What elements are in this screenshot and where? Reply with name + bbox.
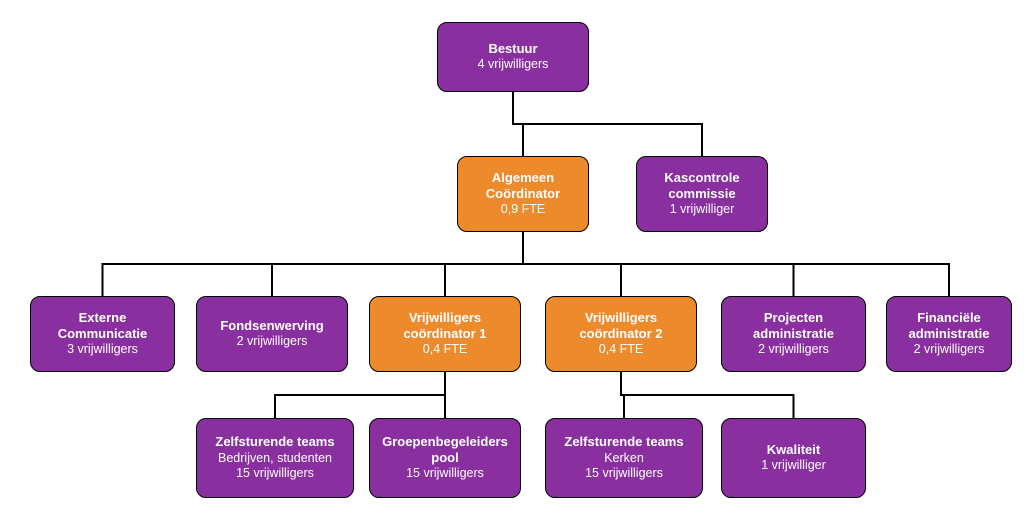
node-title: Bestuur <box>488 41 537 57</box>
node-kwaliteit: Kwaliteit1 vrijwilliger <box>721 418 866 498</box>
node-title: Financiële administratie <box>893 310 1005 343</box>
node-coord2: Vrijwilligers coördinator 20,4 FTE <box>545 296 697 372</box>
node-projecten: Projecten administratie2 vrijwilligers <box>721 296 866 372</box>
node-sub: Kerken <box>604 451 644 467</box>
node-groepen: Groepenbegeleiders pool15 vrijwilligers <box>369 418 521 498</box>
node-title: Fondsenwerving <box>220 318 323 334</box>
node-title: Projecten administratie <box>728 310 859 343</box>
node-sub: 0,4 FTE <box>423 342 467 358</box>
node-externe: Externe Communicatie3 vrijwilligers <box>30 296 175 372</box>
node-kascontrole: Kascontrole commissie1 vrijwilliger <box>636 156 768 232</box>
node-title: Externe Communicatie <box>37 310 168 343</box>
node-title: Zelfsturende teams <box>564 434 683 450</box>
node-sub2: 15 vrijwilligers <box>585 466 663 482</box>
node-title: Vrijwilligers coördinator 2 <box>552 310 690 343</box>
node-sub: 1 vrijwilliger <box>670 202 735 218</box>
node-algemeen: Algemeen Coördinator0,9 FTE <box>457 156 589 232</box>
node-sub: 4 vrijwilligers <box>478 57 549 73</box>
node-sub: Bedrijven, studenten <box>218 451 332 467</box>
node-sub: 3 vrijwilligers <box>67 342 138 358</box>
node-title: Zelfsturende teams <box>215 434 334 450</box>
node-title: Vrijwilligers coördinator 1 <box>376 310 514 343</box>
node-title: Kascontrole commissie <box>643 170 761 203</box>
node-bestuur: Bestuur4 vrijwilligers <box>437 22 589 92</box>
node-zelf1: Zelfsturende teamsBedrijven, studenten15… <box>196 418 354 498</box>
node-sub2: 15 vrijwilligers <box>236 466 314 482</box>
node-sub: 0,9 FTE <box>501 202 545 218</box>
node-title: Groepenbegeleiders pool <box>376 434 514 467</box>
node-sub: 2 vrijwilligers <box>758 342 829 358</box>
node-sub: 1 vrijwilliger <box>761 458 826 474</box>
org-chart: Bestuur4 vrijwilligers Algemeen Coördinat… <box>0 0 1026 526</box>
node-sub: 15 vrijwilligers <box>406 466 484 482</box>
node-coord1: Vrijwilligers coördinator 10,4 FTE <box>369 296 521 372</box>
node-financiele: Financiële administratie2 vrijwilligers <box>886 296 1012 372</box>
node-fondsen: Fondsenwerving2 vrijwilligers <box>196 296 348 372</box>
node-title: Algemeen Coördinator <box>464 170 582 203</box>
node-zelf2: Zelfsturende teamsKerken15 vrijwilligers <box>545 418 703 498</box>
node-sub: 0,4 FTE <box>599 342 643 358</box>
node-sub: 2 vrijwilligers <box>237 334 308 350</box>
node-sub: 2 vrijwilligers <box>914 342 985 358</box>
node-title: Kwaliteit <box>767 442 820 458</box>
